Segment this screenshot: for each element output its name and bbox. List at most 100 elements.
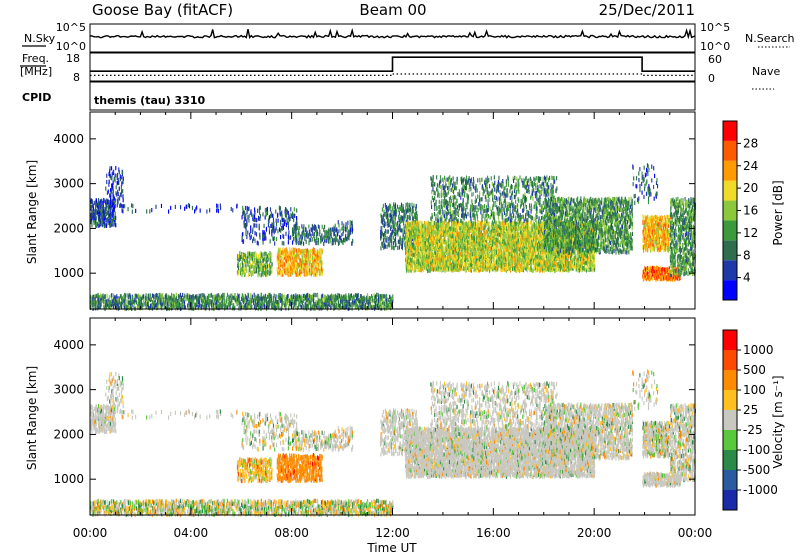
power-cell (173, 298, 175, 303)
power-cell (482, 254, 484, 259)
power-cell (450, 241, 452, 246)
power-cell (318, 301, 320, 306)
power-cell (386, 297, 388, 302)
power-cell (435, 258, 437, 263)
power-cell (476, 238, 479, 243)
power-cell (453, 244, 455, 249)
power-cell (394, 220, 396, 225)
date-title: 25/Dec/2011 (599, 1, 695, 19)
power-cell (479, 239, 481, 245)
power-cell (251, 270, 253, 275)
power-cell (341, 296, 343, 301)
power-cell (406, 266, 408, 271)
power-cell (278, 247, 280, 253)
power-cell (475, 235, 477, 240)
power-cell (288, 303, 290, 309)
power-cell (258, 267, 260, 272)
power-cell (319, 268, 321, 273)
power-cell (375, 297, 377, 302)
power-cell (291, 227, 294, 232)
power-cell (386, 244, 388, 249)
power-cell (268, 267, 271, 272)
power-cell (281, 217, 283, 222)
power-cell (91, 297, 93, 302)
power-cell (303, 265, 305, 270)
power-cell (359, 302, 361, 307)
power-cell (337, 241, 340, 246)
power-cell (355, 293, 358, 298)
power-cell (265, 267, 267, 272)
power-cell (437, 221, 439, 226)
power-cell (393, 210, 395, 215)
power-cell (91, 213, 93, 218)
power-cell (451, 254, 453, 259)
power-cell (419, 225, 422, 230)
power-cell (394, 215, 396, 220)
power-cell (92, 203, 94, 208)
power-cell (299, 238, 301, 243)
power-cell (295, 293, 297, 298)
power-cell (310, 301, 312, 306)
power-cell (220, 297, 222, 302)
power-cell (301, 299, 303, 304)
power-cell (112, 299, 114, 304)
power-cell (429, 260, 431, 265)
power-cell (407, 249, 409, 254)
power-cell (97, 212, 99, 217)
power-cell (131, 203, 133, 208)
power-cell (411, 244, 413, 249)
power-cell (458, 264, 460, 270)
power-cell (399, 217, 401, 222)
power-cell (239, 293, 241, 298)
power-cell (415, 207, 417, 212)
power-cell (365, 302, 367, 307)
power-cell (265, 272, 267, 277)
power-cell (440, 257, 443, 262)
power-cell (305, 239, 307, 244)
power-cell (276, 259, 278, 264)
power-cell (90, 304, 92, 309)
power-cell (473, 235, 475, 240)
power-cell (278, 263, 280, 268)
power-cell (434, 266, 436, 271)
power-cell (369, 300, 371, 305)
power-cell (347, 220, 349, 225)
power-cell (113, 215, 115, 221)
power-cell (441, 247, 443, 253)
power-cell (351, 229, 354, 234)
power-cell (422, 261, 424, 266)
power-cell (420, 246, 422, 251)
power-cell (300, 234, 302, 239)
power-cell (387, 213, 389, 218)
power-cell (447, 222, 449, 227)
power-cell (434, 260, 436, 265)
power-cell (270, 213, 272, 219)
power-cell (253, 304, 255, 309)
power-cell (484, 233, 486, 238)
power-cell (250, 251, 252, 256)
power-cell (459, 266, 461, 271)
power-cell (136, 300, 138, 305)
power-cell (123, 295, 126, 300)
power-cell (399, 241, 401, 246)
power-cell (447, 246, 449, 251)
power-cell (258, 216, 260, 221)
power-cell (275, 299, 277, 304)
power-cell (249, 300, 251, 305)
power-cell (191, 303, 193, 308)
power-cell (115, 303, 117, 309)
power-cell (391, 206, 393, 211)
power-cell (259, 296, 261, 301)
power-cell (416, 224, 418, 229)
power-cell (340, 238, 343, 243)
power-cell (430, 261, 432, 266)
power-cell (110, 212, 112, 217)
power-cell (197, 296, 199, 301)
power-cell (330, 232, 333, 237)
power-cell (301, 268, 303, 273)
power-cell (102, 211, 105, 216)
power-cell (477, 268, 480, 273)
power-cell (303, 232, 305, 237)
power-cell (389, 294, 391, 299)
power-cell (113, 205, 115, 210)
